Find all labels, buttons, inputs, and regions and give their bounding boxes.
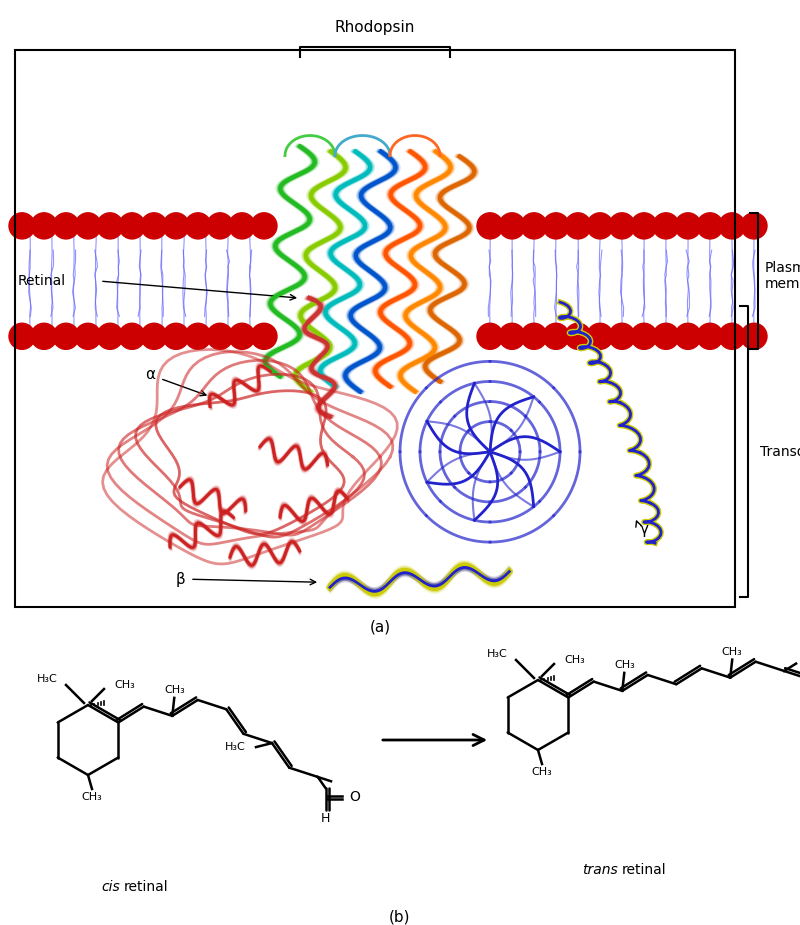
Circle shape xyxy=(675,213,701,239)
Circle shape xyxy=(719,323,745,350)
Circle shape xyxy=(653,213,679,239)
Circle shape xyxy=(119,323,145,350)
Circle shape xyxy=(477,323,503,350)
Text: Retinal: Retinal xyxy=(18,274,66,288)
Circle shape xyxy=(9,323,35,350)
Text: (b): (b) xyxy=(390,909,410,924)
Circle shape xyxy=(251,323,277,350)
Circle shape xyxy=(119,213,145,239)
Text: (a): (a) xyxy=(370,620,390,635)
Circle shape xyxy=(141,213,167,239)
Circle shape xyxy=(609,213,635,239)
Circle shape xyxy=(543,213,569,239)
Circle shape xyxy=(697,213,723,239)
Circle shape xyxy=(251,213,277,239)
Circle shape xyxy=(163,213,189,239)
Circle shape xyxy=(97,213,123,239)
Text: CH₃: CH₃ xyxy=(564,655,585,665)
Text: CH₃: CH₃ xyxy=(82,792,102,802)
Circle shape xyxy=(521,323,547,350)
Text: Plasma
membrane: Plasma membrane xyxy=(765,261,800,291)
Circle shape xyxy=(9,213,35,239)
Circle shape xyxy=(97,323,123,350)
Circle shape xyxy=(499,323,525,350)
Text: α: α xyxy=(145,367,155,382)
Circle shape xyxy=(207,213,233,239)
Text: CH₃: CH₃ xyxy=(614,660,634,670)
Text: O: O xyxy=(349,790,360,805)
Text: Rhodopsin: Rhodopsin xyxy=(335,20,415,35)
Text: H₃C: H₃C xyxy=(487,649,508,659)
Text: cis: cis xyxy=(102,880,120,894)
Circle shape xyxy=(543,323,569,350)
Circle shape xyxy=(229,213,255,239)
Circle shape xyxy=(521,213,547,239)
Circle shape xyxy=(587,323,613,350)
Circle shape xyxy=(185,323,211,350)
Text: CH₃: CH₃ xyxy=(532,767,552,777)
Circle shape xyxy=(477,213,503,239)
Circle shape xyxy=(185,213,211,239)
Circle shape xyxy=(163,323,189,350)
Text: CH₃: CH₃ xyxy=(164,684,185,695)
Circle shape xyxy=(75,213,101,239)
Text: H: H xyxy=(321,812,330,825)
Text: CH₃: CH₃ xyxy=(114,680,134,690)
Circle shape xyxy=(609,323,635,350)
Text: retinal: retinal xyxy=(622,863,666,877)
Circle shape xyxy=(207,323,233,350)
Circle shape xyxy=(587,213,613,239)
Circle shape xyxy=(75,323,101,350)
Circle shape xyxy=(565,213,591,239)
Circle shape xyxy=(631,213,657,239)
Text: γ: γ xyxy=(640,522,649,536)
Circle shape xyxy=(631,323,657,350)
Circle shape xyxy=(53,323,79,350)
Text: trans: trans xyxy=(582,863,618,877)
Text: CH₃: CH₃ xyxy=(722,647,742,657)
Text: Transducin: Transducin xyxy=(760,445,800,459)
Circle shape xyxy=(719,213,745,239)
Circle shape xyxy=(741,323,767,350)
Circle shape xyxy=(141,323,167,350)
Circle shape xyxy=(31,213,57,239)
Text: H₃C: H₃C xyxy=(38,674,58,684)
Circle shape xyxy=(53,213,79,239)
Text: H₃C: H₃C xyxy=(226,742,246,752)
Circle shape xyxy=(565,323,591,350)
Circle shape xyxy=(499,213,525,239)
Circle shape xyxy=(653,323,679,350)
Text: β: β xyxy=(175,572,185,586)
Circle shape xyxy=(229,323,255,350)
Circle shape xyxy=(31,323,57,350)
Circle shape xyxy=(697,323,723,350)
Circle shape xyxy=(675,323,701,350)
Circle shape xyxy=(741,213,767,239)
Text: retinal: retinal xyxy=(124,880,169,894)
